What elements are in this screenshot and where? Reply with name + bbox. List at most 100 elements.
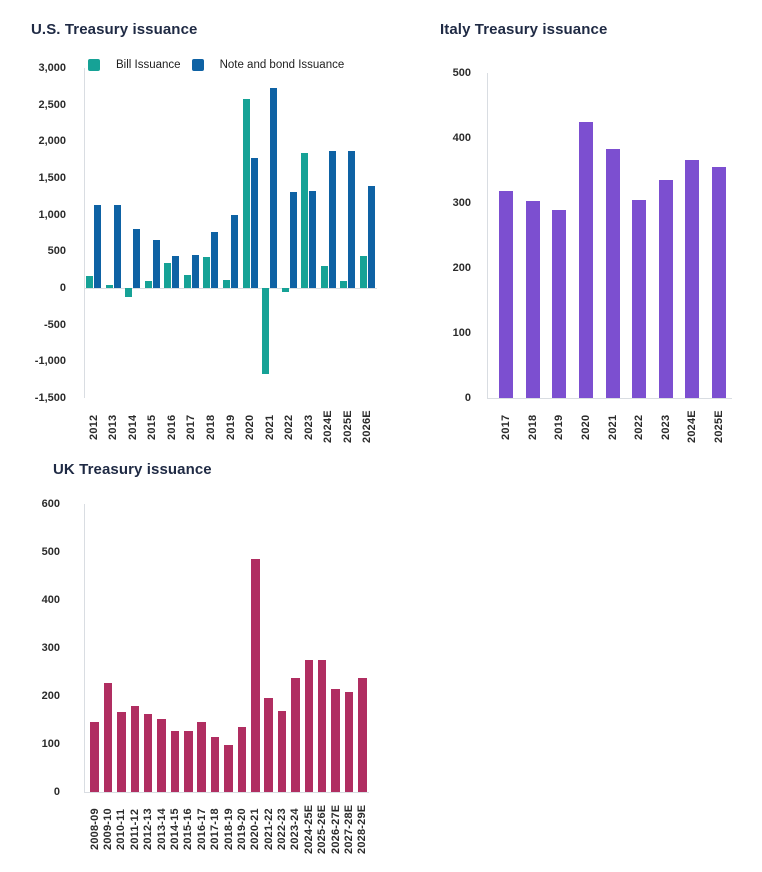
bar-2024E [685, 160, 700, 398]
bar-2012-s0 [86, 276, 94, 288]
bar-2013-14 [157, 718, 166, 792]
x-axis-baseline [84, 792, 369, 793]
y-axis-tick-label: 300 [41, 642, 60, 654]
y-axis-tick-label: 400 [452, 132, 471, 144]
bar-2011-12 [130, 705, 140, 792]
bar-2025E-s1 [348, 151, 356, 288]
y-axis-tick-label: 1,500 [38, 172, 66, 184]
x-axis-baseline [84, 288, 377, 289]
y-axis-tick-label: 600 [41, 498, 60, 510]
bar-2025-26E [317, 659, 327, 792]
bar-2016-s0 [164, 262, 172, 288]
bar-2015-s1 [152, 239, 160, 288]
italy-chart-title: Italy Treasury issuance [440, 21, 608, 38]
us-chart-title: U.S. Treasury issuance [31, 21, 198, 38]
bar-2020-s0 [242, 98, 250, 288]
y-axis-tick-label: 500 [41, 546, 60, 558]
bar-2020-21 [251, 559, 260, 792]
bill-issuance-swatch [88, 59, 100, 71]
bar-2022-s0 [281, 288, 289, 293]
x-axis-tick-label: 2028-29E [356, 804, 369, 854]
y-axis-tick-label: 3,000 [38, 62, 66, 74]
y-axis-tick-label: 400 [41, 594, 60, 606]
bar-2012-s1 [94, 204, 102, 288]
y-axis-tick-label: 500 [452, 67, 471, 79]
y-axis-tick-label: -500 [43, 318, 66, 331]
bar-2012-13 [143, 714, 153, 792]
bar-2024E-s1 [328, 150, 336, 288]
bar-2019-20 [237, 727, 247, 792]
bar-2014-s1 [133, 228, 141, 288]
bar-2010-11 [117, 711, 126, 792]
y-axis-tick-label: 2,000 [38, 135, 66, 148]
bar-2018 [525, 201, 540, 398]
bar-2023-s0 [301, 153, 309, 288]
legend-item-note-bond: Note and bond Issuance [191, 58, 345, 72]
y-axis-tick-label: 0 [53, 786, 60, 798]
y-axis-tick-label: 300 [452, 197, 471, 209]
bar-2017-18 [210, 737, 220, 792]
bar-2023-24 [291, 678, 300, 792]
bar-2027-28E [344, 691, 354, 792]
y-axis-tick-label: 500 [47, 245, 66, 258]
bar-2018-s0 [203, 257, 211, 288]
bar-2014-s0 [125, 288, 133, 297]
bar-2016-17 [197, 721, 206, 792]
legend-item-bill: Bill Issuance [88, 58, 181, 72]
y-axis-tick-label: -1,000 [34, 355, 66, 368]
note-bond-issuance-swatch [191, 59, 204, 71]
bar-2022 [632, 199, 647, 398]
y-axis-tick-label: 200 [452, 262, 471, 274]
bar-2028-29E [358, 677, 367, 792]
bar-2024-25E [304, 659, 314, 792]
y-axis-tick-label: 2,500 [38, 98, 66, 111]
bar-2009-10 [103, 683, 113, 792]
bar-2014-15 [170, 731, 180, 792]
bill-issuance-label: Bill Issuance [116, 59, 181, 71]
bar-2026-27E [331, 689, 340, 792]
bar-2021-s1 [270, 87, 278, 288]
y-axis-tick-label: 100 [41, 738, 60, 750]
y-axis-line [84, 68, 85, 398]
bar-2023 [658, 180, 673, 398]
bar-2020-s1 [250, 157, 258, 288]
x-axis-baseline [487, 398, 732, 399]
bar-2013-s1 [113, 204, 121, 288]
bar-2020 [578, 121, 593, 398]
bar-2015-16 [184, 730, 193, 792]
bar-2016-s1 [172, 256, 180, 288]
bar-2018-s1 [211, 232, 219, 288]
bar-2022-s1 [289, 191, 297, 288]
bar-2021-s0 [262, 288, 270, 374]
us-chart-legend: Bill Issuance Note and bond Issuance [88, 58, 344, 72]
y-axis-tick-label: 1,000 [38, 208, 66, 221]
uk-chart-title: UK Treasury issuance [53, 461, 212, 478]
bar-2008-09 [90, 721, 99, 792]
y-axis-tick-label: 200 [41, 690, 60, 702]
y-axis-tick-label: 0 [59, 282, 66, 294]
y-axis-tick-label: 100 [452, 327, 471, 339]
bar-2017-s0 [183, 275, 191, 288]
bar-2021-22 [264, 698, 273, 792]
bar-2017-s1 [191, 255, 199, 288]
y-axis-line [84, 504, 85, 792]
bar-2024E-s0 [320, 265, 328, 288]
bar-2025E [711, 167, 726, 398]
bar-2019-s0 [223, 279, 230, 288]
bar-2019-s1 [231, 215, 238, 288]
note-bond-issuance-label: Note and bond Issuance [219, 59, 345, 71]
bar-2019 [552, 209, 567, 398]
bar-2026E-s1 [367, 185, 375, 288]
bar-2021 [605, 149, 620, 398]
bar-2022-23 [277, 711, 287, 792]
y-axis-line [487, 73, 488, 398]
bar-2015-s0 [144, 281, 152, 288]
bar-2013-s0 [105, 284, 113, 288]
bar-2026E-s0 [359, 255, 367, 288]
bar-2018-19 [224, 745, 233, 792]
y-axis-tick-label: -1,500 [34, 392, 66, 404]
